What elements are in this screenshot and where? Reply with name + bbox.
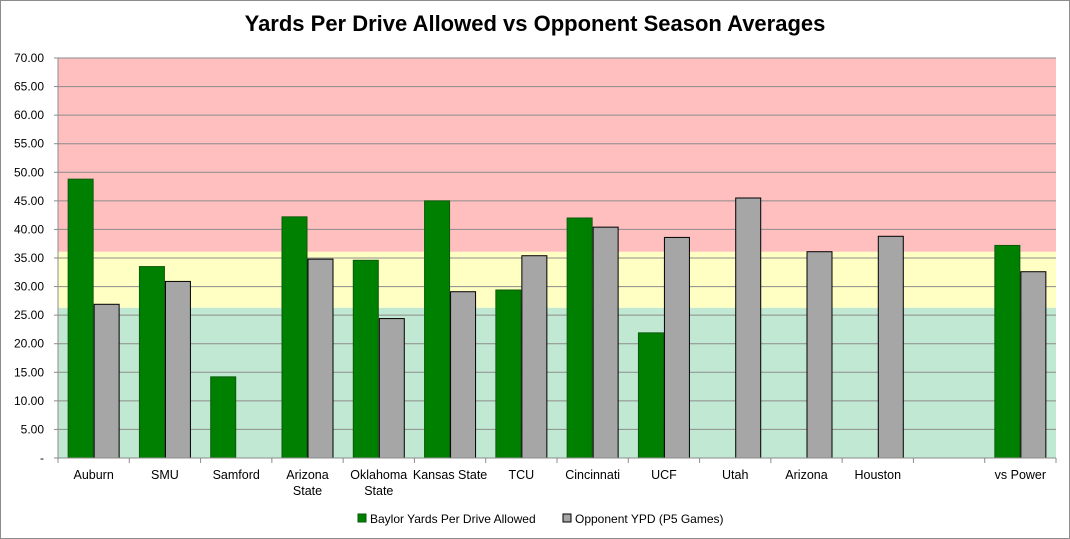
bar-opponent-3: [307, 258, 334, 459]
background-band-2: [58, 58, 1056, 252]
bar-opponent-7: [592, 226, 619, 459]
background-band-1: [58, 251, 1056, 308]
legend: Baylor Yards Per Drive Allowed Opponent Y…: [357, 512, 724, 526]
x-tick-label: Houston: [855, 468, 902, 482]
y-tick-label: 65.00: [14, 80, 44, 94]
bar-opponent-1: [164, 280, 191, 459]
x-tick-label: Samford: [213, 468, 260, 482]
legend-item-baylor: Baylor Yards Per Drive Allowed: [357, 512, 536, 526]
x-tick-label: Auburn: [73, 468, 113, 482]
bar-baylor-1: [138, 266, 165, 459]
y-tick-label: -: [40, 451, 44, 465]
bar-baylor-7: [566, 217, 593, 459]
x-tick-label: SMU: [151, 468, 179, 482]
x-tick-label: Kansas State: [413, 468, 487, 482]
y-tick-label: 5.00: [21, 422, 45, 436]
bar-baylor-6: [495, 289, 522, 459]
y-tick-label: 40.00: [14, 222, 44, 236]
bar-baylor-0: [67, 178, 94, 459]
y-tick-label: 45.00: [14, 194, 44, 208]
x-tick-label: Utah: [722, 468, 748, 482]
y-tick-label: 20.00: [14, 337, 44, 351]
bar-baylor-2: [210, 376, 237, 459]
bar-opponent-8: [663, 236, 690, 459]
x-tick-labels: Auburn SMU Samford Arizona State Oklahoma Stat…: [73, 468, 1046, 498]
background-band-0: [58, 307, 1056, 458]
legend-swatch: [357, 513, 367, 523]
y-tick-label: 55.00: [14, 137, 44, 151]
axes: [57, 58, 1057, 463]
bar-baylor-5: [424, 200, 451, 459]
bar-opponent-13: [1020, 271, 1047, 459]
bar-opponent-6: [521, 255, 548, 459]
x-tick-label: Cincinnati: [565, 468, 620, 482]
bar-baylor-4: [352, 259, 379, 459]
y-tick-label: 70.00: [14, 51, 44, 65]
bar-opponent-0: [93, 303, 120, 459]
x-tick-label: Arizona State: [286, 468, 328, 498]
bar-baylor-3: [281, 216, 308, 459]
chart-title: Yards Per Drive Allowed vs Opponent Seas…: [244, 11, 826, 36]
y-tick-label: 30.00: [14, 280, 44, 294]
x-tick-label: vs Power: [995, 468, 1046, 482]
bar-baylor-13: [994, 244, 1021, 459]
y-tick-labels: - 5.00 10.00 15.00 20.00 25.00 30.00 35.00 40.00…: [14, 51, 44, 465]
bar-opponent-10: [806, 251, 833, 459]
bar-opponent-5: [450, 291, 477, 459]
bar-opponent-9: [735, 197, 762, 459]
legend-swatch: [562, 513, 572, 523]
bar-opponent-4: [378, 318, 405, 459]
bar-baylor-8: [637, 332, 664, 459]
x-tick-label: Arizona: [785, 468, 827, 482]
legend-label: Baylor Yards Per Drive Allowed: [370, 512, 536, 526]
legend-label: Opponent YPD (P5 Games): [575, 512, 724, 526]
y-tick-label: 50.00: [14, 165, 44, 179]
bar-opponent-11: [877, 235, 904, 459]
y-tick-label: 25.00: [14, 308, 44, 322]
y-tick-label: 15.00: [14, 365, 44, 379]
x-tick-label: TCU: [509, 468, 535, 482]
legend-item-opponent: Opponent YPD (P5 Games): [562, 512, 724, 526]
x-tick-label: Oklahoma State: [350, 468, 407, 498]
y-tick-label: 10.00: [14, 394, 44, 408]
y-tick-label: 35.00: [14, 251, 44, 265]
y-tick-label: 60.00: [14, 108, 44, 122]
x-tick-label: UCF: [651, 468, 677, 482]
